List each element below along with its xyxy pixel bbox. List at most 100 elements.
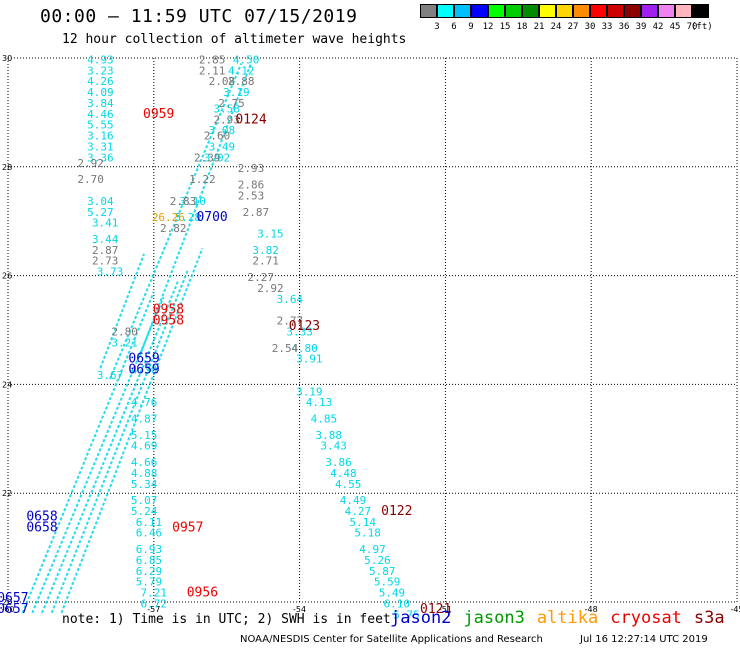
wave-height-label: 4.46 <box>87 108 114 121</box>
pass-time-label: 0658 <box>26 509 57 524</box>
wave-height-label: 3.49 <box>209 140 236 153</box>
wave-height-label: 6.46 <box>136 527 163 540</box>
wave-height-label: 5.59 <box>374 576 401 589</box>
wave-height-label: 3.73 <box>97 266 124 279</box>
wave-height-label: 3.88 <box>316 429 343 442</box>
color-scale-label: 70 <box>686 22 698 32</box>
wave-height-label: 4.76 <box>131 396 158 409</box>
color-swatch <box>624 4 641 18</box>
wave-height-label: 4.27 <box>345 505 372 518</box>
wave-height-label: 2.70 <box>77 173 104 186</box>
wave-height-label: 3.15 <box>257 228 284 241</box>
wave-height-label: 4.50 <box>233 53 260 66</box>
wave-height-label: 1.22 <box>189 173 216 186</box>
pass-time-label: 0659 <box>128 363 159 378</box>
color-scale-label: 15 <box>499 22 511 32</box>
color-swatch <box>675 4 692 18</box>
color-scale-label: 24 <box>550 22 562 32</box>
wave-height-label: 3.04 <box>87 195 114 208</box>
pass-time-label: 0659 <box>128 352 159 367</box>
wave-height-label: 3.64 <box>277 293 304 306</box>
wave-height-label: 5.55 <box>87 119 114 132</box>
wave-height-label: 4.69 <box>131 440 158 453</box>
wave-height-label: 3.91 <box>296 353 323 366</box>
pass-time-label: 0124 <box>235 112 266 127</box>
color-swatch <box>437 4 454 18</box>
wave-height-label: 26.26 <box>152 211 185 224</box>
pass-time-label: 0957 <box>172 520 203 535</box>
wave-height-label: 2.54 <box>272 342 299 355</box>
wave-height-label: 4.93 <box>87 53 114 66</box>
wave-height-label: 5.24 <box>131 505 158 518</box>
color-swatch <box>573 4 590 18</box>
wave-height-label: 5.87 <box>369 565 396 578</box>
satellite-track <box>138 63 252 358</box>
wave-height-label: 4.85 <box>311 412 338 425</box>
credit-line: NOAA/NESDIS Center for Satellite Applica… <box>240 634 543 645</box>
wave-height-label: 2.92 <box>77 157 104 170</box>
wave-height-label: 2.87 <box>92 244 119 257</box>
color-scale-label: 9 <box>468 22 474 32</box>
wave-height-label: 2.27 <box>247 271 274 284</box>
x-tick-label: -57 <box>147 605 160 614</box>
satellite-track <box>109 63 243 380</box>
pass-time-label: 0657 <box>0 602 29 617</box>
y-tick-label: 30 <box>2 54 12 63</box>
pass-time-label: 0956 <box>187 586 218 601</box>
color-scale-label: 42 <box>652 22 664 32</box>
wave-height-label: 6.85 <box>136 554 163 567</box>
wave-height-label: 7.21 <box>141 587 168 600</box>
y-tick-label: 26 <box>2 272 12 281</box>
color-swatch <box>454 4 471 18</box>
pass-time-label: 0958 <box>153 303 184 318</box>
wave-height-label: 6.10 <box>384 597 411 610</box>
wave-height-label: 3.84 <box>87 97 114 110</box>
wave-height-label: 5.15 <box>131 429 158 442</box>
color-scale-label: 6 <box>451 22 457 32</box>
wave-height-label: 4.88 <box>131 467 158 480</box>
wave-height-label: 5.14 <box>350 516 377 529</box>
wave-height-label: 3.16 <box>87 130 114 143</box>
color-scale-label: 39 <box>635 22 647 32</box>
wave-height-label: 2.80 <box>111 325 138 338</box>
color-swatch <box>505 4 522 18</box>
wave-height-label: 5.75 <box>393 608 420 621</box>
wave-height-label: 4.12 <box>228 64 255 77</box>
satellite-cryosat: cryosat <box>610 608 682 628</box>
wave-height-label: 4.48 <box>330 467 357 480</box>
wave-height-label: 2.11 <box>199 64 226 77</box>
wave-height-label: 2.77 <box>277 315 304 328</box>
wave-height-label: 4.80 <box>291 342 318 355</box>
color-scale-label: 18 <box>516 22 528 32</box>
wave-height-label: 4.97 <box>359 543 386 556</box>
satellite-jason2: jason2 <box>390 608 452 628</box>
wave-height-label: 3.82 <box>252 244 279 257</box>
wave-height-label: 4.87 <box>131 412 158 425</box>
wave-height-label: 2.93 <box>238 162 265 175</box>
color-scale-label: 21 <box>533 22 545 32</box>
wave-height-label: 2.93 <box>213 113 240 126</box>
wave-height-label: 2.75 <box>218 97 245 110</box>
pass-time-label: 0657 <box>0 591 29 606</box>
color-scale-label: 30 <box>584 22 596 32</box>
pass-time-label: 0958 <box>153 314 184 329</box>
wave-height-label: 2.92 <box>257 282 284 295</box>
wave-height-label: 5.18 <box>354 527 381 540</box>
pass-time-label: 0121 <box>420 602 451 617</box>
color-scale-unit: (ft) <box>691 22 713 32</box>
y-tick-label: 20 <box>2 598 12 607</box>
wave-height-label: 2.86 <box>238 179 265 192</box>
color-scale-label: 3 <box>434 22 440 32</box>
wave-height-label: 6.29 <box>136 565 163 578</box>
wave-height-label: 2.87 <box>243 206 270 219</box>
wave-height-label: 2.60 <box>204 130 231 143</box>
y-tick-label: 24 <box>2 380 12 389</box>
wave-height-label: 3.67 <box>97 369 124 382</box>
x-tick-label: -60 <box>1 605 14 614</box>
wave-height-label: 5.79 <box>136 576 163 589</box>
wave-height-label: 5.49 <box>379 587 406 600</box>
wave-height-label: 3.36 <box>87 151 114 164</box>
wave-height-label: 3.86 <box>325 456 352 469</box>
wave-height-label: 3.19 <box>296 385 323 398</box>
